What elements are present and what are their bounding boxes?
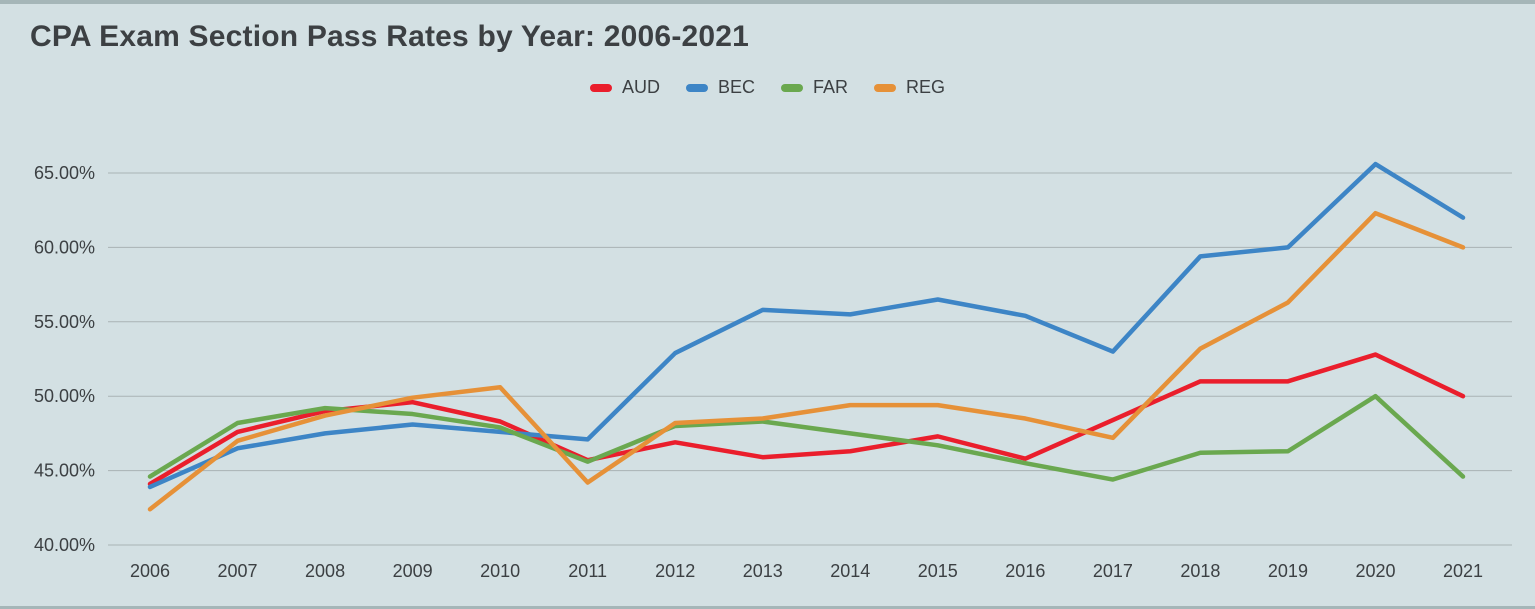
x-tick-label: 2019 bbox=[1268, 561, 1308, 581]
x-axis-labels: 2006 2007 2008 2009 2010 2011 2012 2013 2014 2015… bbox=[130, 561, 1483, 581]
legend-label: AUD bbox=[621, 77, 660, 97]
y-tick-label: 60.00% bbox=[34, 237, 95, 257]
window-top-edge bbox=[0, 0, 1535, 4]
x-tick-label: 2018 bbox=[1180, 561, 1220, 581]
x-tick-label: 2016 bbox=[1005, 561, 1045, 581]
legend-swatch-reg bbox=[874, 83, 897, 92]
series-line-far bbox=[147, 393, 1466, 482]
legend-label: BEC bbox=[717, 77, 755, 97]
series-line-reg bbox=[147, 210, 1466, 512]
legend-item-aud: AUD bbox=[589, 77, 660, 98]
x-tick-label: 2013 bbox=[743, 561, 783, 581]
series-line-bec bbox=[147, 161, 1466, 490]
legend-swatch-aud bbox=[589, 83, 612, 92]
y-tick-label: 55.00% bbox=[34, 312, 95, 332]
x-tick-label: 2020 bbox=[1355, 561, 1395, 581]
x-tick-label: 2009 bbox=[393, 561, 433, 581]
x-tick-label: 2011 bbox=[568, 561, 607, 581]
legend-swatch-far bbox=[781, 83, 803, 92]
x-tick-label: 2017 bbox=[1093, 561, 1133, 581]
y-tick-label: 65.00% bbox=[34, 163, 95, 183]
gridlines: 40.00% 45.00% 50.00% 55.00% 60.00% 65.00% bbox=[34, 163, 1512, 555]
legend-item-bec: BEC bbox=[685, 77, 755, 98]
x-tick-label: 2008 bbox=[305, 561, 345, 581]
x-tick-label: 2012 bbox=[655, 561, 695, 581]
x-tick-label: 2006 bbox=[130, 561, 170, 581]
chart-title: CPA Exam Section Pass Rates by Year: 200… bbox=[30, 20, 750, 53]
x-tick-label: 2015 bbox=[918, 561, 958, 581]
y-tick-label: 50.00% bbox=[34, 386, 95, 406]
legend-label: REG bbox=[906, 77, 946, 97]
x-tick-label: 2010 bbox=[480, 561, 520, 581]
legend-label: FAR bbox=[813, 77, 849, 97]
window-bottom-edge bbox=[0, 606, 1535, 609]
x-tick-label: 2021 bbox=[1443, 561, 1483, 581]
legend-item-far: FAR bbox=[781, 77, 848, 98]
legend-item-reg: REG bbox=[874, 77, 945, 98]
x-tick-label: 2014 bbox=[830, 561, 870, 581]
series-line-aud bbox=[147, 352, 1466, 487]
legend-swatch-bec bbox=[685, 83, 708, 92]
x-tick-label: 2007 bbox=[218, 561, 258, 581]
chart-legend: AUD BEC FAR REG bbox=[0, 77, 1535, 98]
y-tick-label: 45.00% bbox=[34, 461, 95, 481]
y-tick-label: 40.00% bbox=[34, 535, 95, 555]
